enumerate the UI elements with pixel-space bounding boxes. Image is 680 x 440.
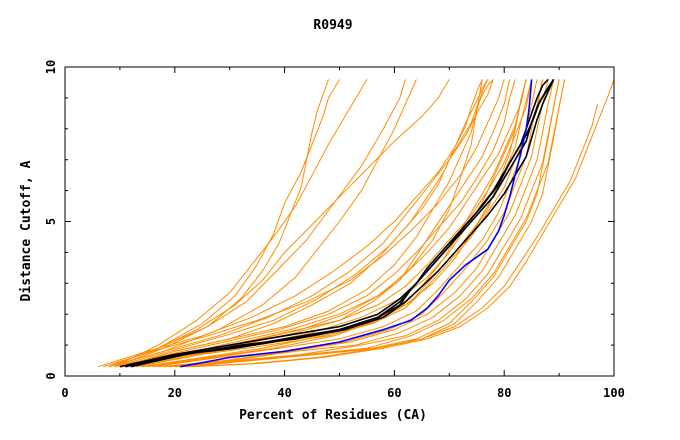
series-line-30: [185, 103, 598, 368]
y-tick-label-5: 5: [44, 218, 58, 225]
series-line-7: [103, 79, 450, 368]
y-axis-label: Distance Cutoff, A: [19, 160, 34, 301]
series-line-23: [158, 79, 549, 368]
series-line-9: [108, 79, 340, 368]
series-line-11: [108, 79, 406, 368]
series-line-18: [130, 79, 511, 368]
series-line-26: [174, 79, 566, 368]
tick-layer: 0 20 40 60 80 100 0 5 10: [44, 60, 625, 400]
series-line-25: [169, 79, 560, 368]
series-line-16: [125, 79, 483, 368]
series-line-24: [163, 79, 555, 368]
series-line-20: [141, 79, 533, 368]
y-tick-label-0: 0: [44, 372, 58, 379]
series-line-3: [119, 78, 555, 368]
series-line-35: [97, 79, 489, 368]
x-tick-label-100: 100: [603, 386, 625, 400]
series-line-14: [108, 79, 494, 368]
series-line-2: [125, 78, 549, 368]
series-line-13: [114, 79, 483, 368]
x-tick-label-0: 0: [61, 386, 68, 400]
series-line-32: [114, 79, 516, 368]
series-line-29: [191, 79, 615, 368]
series-line-1: [180, 79, 533, 368]
series-layer: [97, 78, 615, 368]
series-line-4: [130, 79, 555, 368]
x-tick-label-80: 80: [497, 386, 511, 400]
x-tick-label-20: 20: [168, 386, 182, 400]
series-line-27: [180, 79, 560, 368]
series-line-33: [136, 79, 527, 368]
series-line-36: [125, 79, 527, 368]
series-line-5: [125, 78, 555, 368]
chart-title: R0949: [313, 18, 352, 33]
x-tick-label-60: 60: [387, 386, 401, 400]
x-tick-label-40: 40: [277, 386, 291, 400]
x-axis-label: Percent of Residues (CA): [239, 408, 427, 423]
series-line-15: [119, 79, 489, 368]
series-line-10: [114, 79, 368, 368]
y-tick-label-10: 10: [44, 60, 58, 74]
series-line-28: [185, 79, 566, 368]
series-line-17: [103, 79, 505, 368]
series-line-8: [114, 79, 329, 368]
